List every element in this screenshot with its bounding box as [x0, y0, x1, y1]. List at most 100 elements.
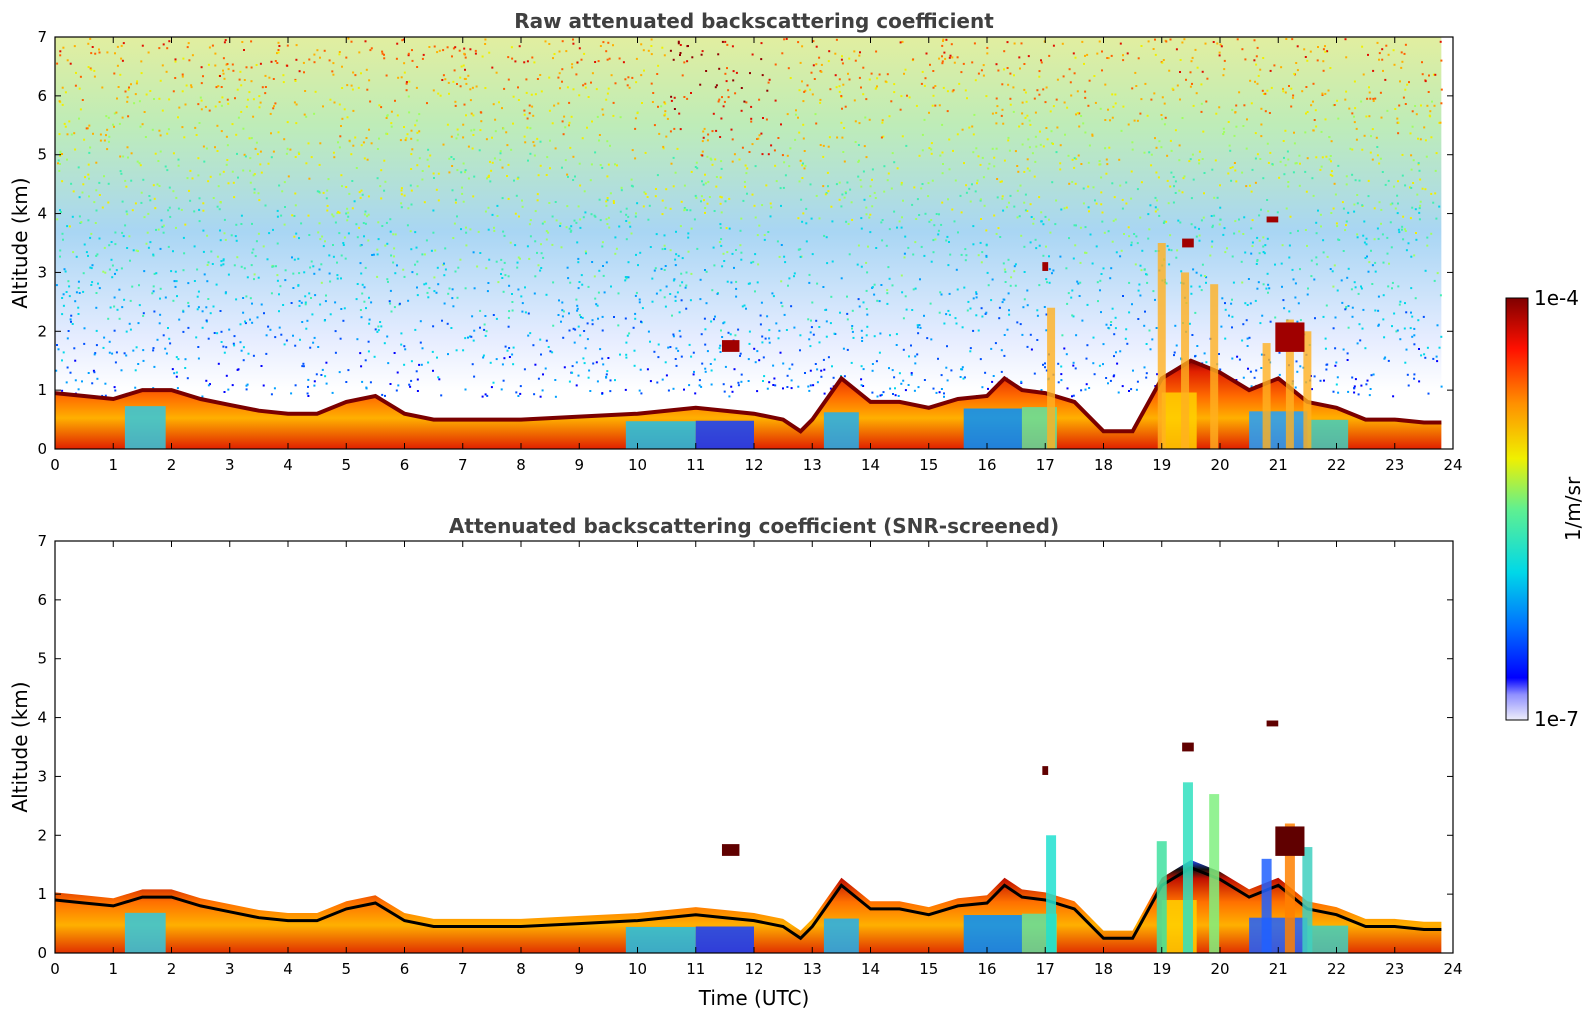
heatmap-raw: [55, 37, 1443, 449]
noise-speck: [547, 231, 550, 234]
noise-speck: [561, 166, 563, 169]
noise-speck: [747, 282, 750, 285]
noise-speck: [423, 283, 426, 286]
noise-speck: [893, 376, 896, 379]
x-tick-label: 1: [108, 960, 118, 978]
noise-speck: [1102, 363, 1104, 366]
noise-speck: [934, 85, 937, 87]
noise-speck: [730, 128, 733, 131]
noise-speck: [103, 175, 105, 178]
noise-speck: [88, 151, 91, 154]
noise-speck: [614, 236, 617, 239]
noise-speck: [450, 135, 453, 138]
noise-speck: [536, 137, 539, 140]
noise-speck: [79, 108, 82, 111]
noise-speck: [686, 97, 689, 100]
noise-speck: [250, 66, 253, 69]
noise-speck: [571, 365, 574, 368]
noise-speck: [838, 78, 841, 81]
noise-speck: [578, 314, 581, 316]
noise-speck: [1328, 158, 1331, 161]
noise-speck: [548, 109, 551, 112]
noise-speck: [519, 392, 522, 395]
noise-speck: [207, 180, 210, 183]
noise-speck: [101, 86, 104, 89]
noise-speck: [704, 211, 706, 214]
noise-speck: [840, 277, 843, 280]
noise-speck: [1271, 163, 1274, 166]
noise-speck: [501, 277, 504, 279]
noise-speck: [1119, 255, 1122, 258]
noise-speck: [362, 222, 365, 224]
noise-speck: [62, 304, 65, 307]
noise-speck: [1365, 237, 1368, 240]
noise-speck: [1373, 207, 1376, 210]
x-tick-label: 4: [283, 456, 293, 474]
noise-speck: [705, 302, 708, 305]
noise-speck: [664, 361, 667, 364]
noise-speck: [1216, 42, 1219, 45]
noise-speck: [272, 228, 274, 231]
noise-speck: [1418, 207, 1421, 210]
noise-speck: [152, 285, 155, 288]
noise-speck: [669, 49, 672, 52]
noise-speck: [1153, 92, 1156, 95]
noise-speck: [1172, 88, 1175, 91]
noise-speck: [1331, 270, 1334, 273]
noise-speck: [304, 301, 307, 304]
noise-speck: [886, 292, 889, 295]
noise-speck: [167, 327, 169, 329]
noise-speck: [635, 253, 637, 256]
noise-speck: [222, 69, 224, 72]
noise-speck: [427, 296, 430, 299]
noise-speck: [183, 252, 186, 255]
noise-speck: [1333, 104, 1336, 106]
noise-speck: [1001, 108, 1004, 111]
noise-speck: [1345, 306, 1348, 308]
noise-speck: [816, 381, 819, 384]
noise-speck: [444, 268, 447, 271]
noise-speck: [1108, 146, 1111, 149]
noise-speck: [181, 75, 184, 78]
noise-speck: [879, 332, 882, 335]
noise-speck: [685, 271, 688, 274]
noise-speck: [157, 160, 160, 162]
noise-speck: [816, 282, 819, 285]
noise-speck: [1067, 292, 1070, 295]
noise-speck: [727, 331, 730, 334]
noise-speck: [761, 341, 764, 344]
noise-speck: [380, 325, 383, 328]
noise-speck: [480, 120, 483, 123]
noise-speck: [775, 322, 778, 325]
noise-speck: [865, 98, 868, 101]
noise-speck: [891, 369, 894, 372]
noise-speck: [495, 317, 498, 320]
noise-speck: [432, 209, 435, 212]
noise-speck: [1180, 270, 1183, 273]
noise-speck: [1385, 44, 1388, 47]
noise-speck: [429, 154, 432, 157]
x-tick-label: 13: [803, 960, 822, 978]
noise-speck: [619, 210, 622, 213]
noise-speck: [932, 251, 935, 254]
noise-speck: [1007, 292, 1010, 295]
noise-speck: [838, 85, 841, 88]
noise-speck: [1018, 125, 1021, 128]
noise-speck: [921, 70, 924, 73]
noise-speck: [747, 380, 750, 382]
noise-speck: [170, 270, 173, 273]
noise-speck: [702, 183, 705, 186]
noise-speck: [1001, 197, 1004, 200]
noise-speck: [381, 393, 384, 396]
noise-speck: [462, 162, 465, 165]
noise-speck: [110, 241, 113, 243]
noise-speck: [876, 77, 879, 80]
noise-speck: [1297, 302, 1300, 305]
noise-speck: [900, 226, 903, 229]
noise-speck: [857, 144, 860, 146]
noise-speck: [735, 295, 738, 298]
noise-speck: [1358, 323, 1361, 326]
noise-speck: [1068, 237, 1070, 240]
noise-speck: [677, 349, 680, 352]
noise-speck: [74, 148, 77, 151]
